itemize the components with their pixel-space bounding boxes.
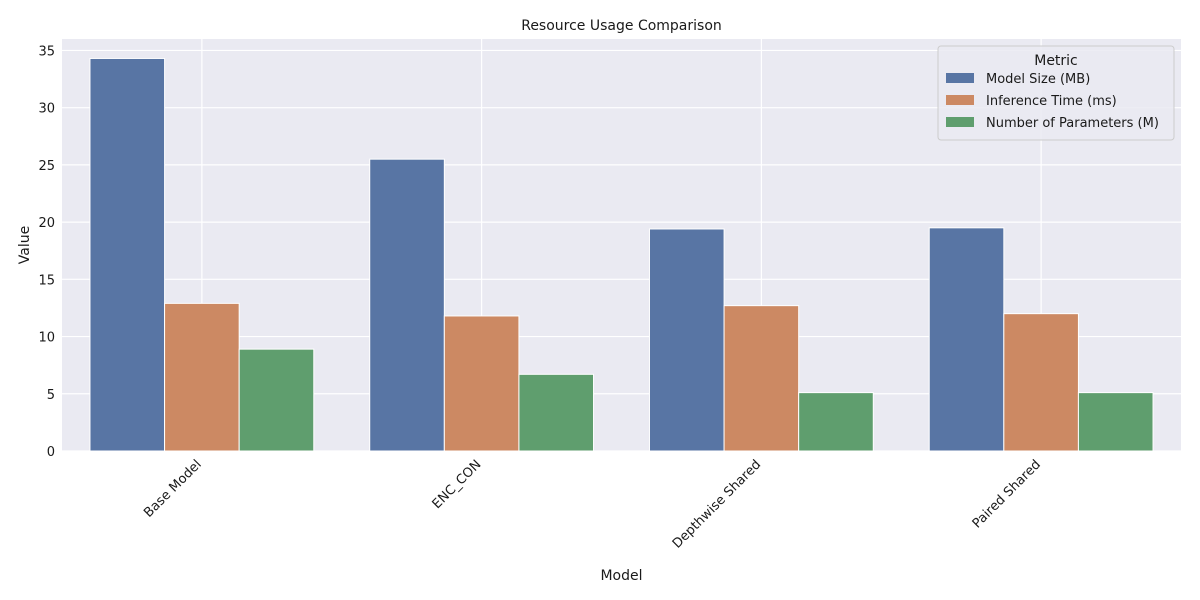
legend-box <box>937 45 1175 141</box>
x-axis-ticks: Base Model ENC_CON Depthwise Shared Paired … <box>141 457 1044 551</box>
y-tick-label: 15 <box>38 273 55 288</box>
bar <box>1077 392 1154 452</box>
bars <box>89 57 1154 452</box>
y-tick-label: 35 <box>38 44 55 59</box>
y-tick-label: 30 <box>38 102 55 117</box>
bar <box>648 228 725 452</box>
bar <box>164 302 240 452</box>
y-axis-ticks: 0 5 10 15 20 25 30 35 <box>38 44 55 460</box>
y-tick-label: 20 <box>38 216 55 231</box>
bar <box>518 373 595 452</box>
bar <box>928 227 1005 452</box>
legend-title: Metric <box>1034 53 1078 69</box>
bar <box>89 57 166 452</box>
bar <box>723 305 800 452</box>
y-tick-label: 25 <box>38 159 55 174</box>
x-tick-label: Paired Shared <box>970 457 1044 531</box>
x-tick-label: ENC_CON <box>430 457 485 512</box>
legend-swatch <box>946 73 974 83</box>
x-tick-label: Base Model <box>141 457 205 521</box>
x-tick-label: Depthwise Shared <box>670 457 764 551</box>
legend-swatch <box>946 95 974 105</box>
chart-title: Resource Usage Comparison <box>521 18 722 34</box>
y-tick-label: 5 <box>47 388 55 403</box>
bar <box>1003 313 1079 452</box>
y-tick-label: 0 <box>47 445 55 460</box>
legend-label: Model Size (MB) <box>986 72 1090 87</box>
legend-label: Inference Time (ms) <box>986 94 1117 109</box>
bar <box>443 315 520 452</box>
x-axis-label: Model <box>600 568 642 584</box>
legend-swatch <box>946 117 974 127</box>
y-axis-label: Value <box>17 226 33 264</box>
bar <box>238 348 315 452</box>
bar <box>798 392 874 452</box>
y-tick-label: 10 <box>38 331 55 346</box>
legend: Metric Model Size (MB) Inference Time (ms… <box>937 45 1175 141</box>
legend-items: Model Size (MB) Inference Time (ms) Number… <box>946 72 1159 131</box>
bar <box>369 158 445 452</box>
legend-label: Number of Parameters (M) <box>986 116 1159 131</box>
